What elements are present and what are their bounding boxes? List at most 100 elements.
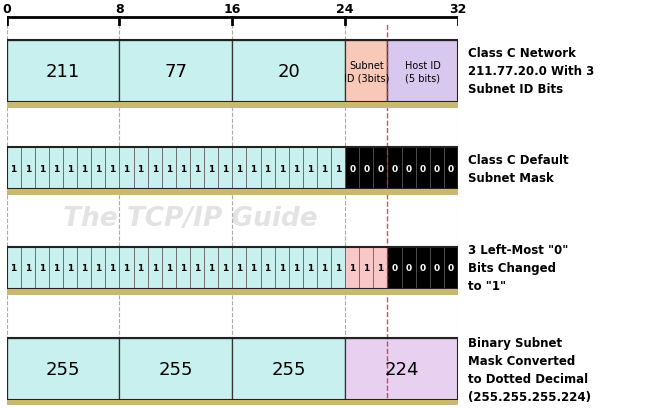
Text: 77: 77 bbox=[164, 63, 187, 81]
Bar bbox=[430, 247, 444, 289]
Text: 1: 1 bbox=[363, 263, 370, 272]
Text: Class C Default
Subnet Mask: Class C Default Subnet Mask bbox=[468, 153, 569, 184]
Text: 1: 1 bbox=[222, 263, 229, 272]
Text: 1: 1 bbox=[306, 263, 313, 272]
Bar bbox=[401, 247, 416, 289]
Bar bbox=[345, 41, 387, 102]
Bar bbox=[317, 148, 331, 190]
Text: 1: 1 bbox=[67, 164, 73, 173]
Text: 1: 1 bbox=[194, 263, 200, 272]
Text: 1: 1 bbox=[194, 164, 200, 173]
Text: 1: 1 bbox=[24, 164, 31, 173]
Text: 1: 1 bbox=[95, 263, 101, 272]
Text: 20: 20 bbox=[277, 63, 300, 81]
Text: 1: 1 bbox=[378, 263, 384, 272]
Bar bbox=[218, 148, 233, 190]
Text: 1: 1 bbox=[264, 164, 271, 173]
Text: 1: 1 bbox=[335, 164, 341, 173]
Bar bbox=[387, 148, 401, 190]
Text: 1: 1 bbox=[11, 263, 16, 272]
Bar bbox=[161, 148, 176, 190]
Text: 0: 0 bbox=[448, 164, 454, 173]
Bar bbox=[7, 339, 119, 400]
Bar bbox=[176, 148, 190, 190]
Bar bbox=[7, 289, 458, 295]
Text: 1: 1 bbox=[81, 164, 87, 173]
Bar bbox=[77, 247, 91, 289]
Bar bbox=[63, 247, 77, 289]
Text: Subnet
ID (3bits): Subnet ID (3bits) bbox=[343, 61, 389, 83]
Text: 1: 1 bbox=[165, 263, 172, 272]
Text: Binary Subnet
Mask Converted
to Dotted Decimal
(255.255.255.224): Binary Subnet Mask Converted to Dotted D… bbox=[468, 336, 591, 402]
Text: 0: 0 bbox=[420, 164, 426, 173]
Bar bbox=[303, 148, 317, 190]
Text: 1: 1 bbox=[321, 263, 327, 272]
Bar bbox=[401, 148, 416, 190]
Bar bbox=[105, 247, 119, 289]
Text: 1: 1 bbox=[138, 263, 144, 272]
Bar bbox=[7, 41, 458, 102]
Bar bbox=[7, 190, 458, 196]
Bar bbox=[374, 148, 387, 190]
Bar bbox=[190, 148, 204, 190]
Bar bbox=[345, 148, 359, 190]
Bar bbox=[444, 247, 458, 289]
Text: 1: 1 bbox=[39, 263, 45, 272]
Bar bbox=[275, 247, 289, 289]
Text: 1: 1 bbox=[109, 263, 115, 272]
Bar bbox=[77, 148, 91, 190]
Text: 0: 0 bbox=[391, 164, 397, 173]
Text: 1: 1 bbox=[152, 164, 158, 173]
Bar bbox=[148, 247, 161, 289]
Bar bbox=[233, 148, 246, 190]
Text: 0: 0 bbox=[434, 263, 440, 272]
Bar bbox=[233, 339, 345, 400]
Text: 1: 1 bbox=[24, 263, 31, 272]
Text: 0: 0 bbox=[2, 3, 11, 16]
Bar bbox=[7, 247, 458, 289]
Text: 0: 0 bbox=[363, 164, 370, 173]
Bar bbox=[105, 148, 119, 190]
Bar bbox=[303, 247, 317, 289]
Bar bbox=[260, 247, 275, 289]
Bar bbox=[134, 148, 148, 190]
Bar bbox=[246, 247, 260, 289]
Bar bbox=[49, 247, 63, 289]
Bar bbox=[204, 247, 218, 289]
Text: 1: 1 bbox=[152, 263, 158, 272]
Text: 255: 255 bbox=[272, 360, 306, 378]
Bar bbox=[7, 148, 20, 190]
Text: 255: 255 bbox=[45, 360, 80, 378]
Bar bbox=[190, 247, 204, 289]
Bar bbox=[119, 247, 134, 289]
Bar bbox=[7, 400, 458, 406]
Bar bbox=[204, 148, 218, 190]
Bar bbox=[119, 339, 233, 400]
Bar bbox=[345, 339, 458, 400]
Bar bbox=[331, 148, 345, 190]
Bar bbox=[35, 148, 49, 190]
Bar bbox=[275, 148, 289, 190]
Bar bbox=[387, 247, 401, 289]
Text: 1: 1 bbox=[11, 164, 16, 173]
Text: 1: 1 bbox=[236, 263, 243, 272]
Bar bbox=[374, 247, 387, 289]
Text: 1: 1 bbox=[222, 164, 229, 173]
Text: 1: 1 bbox=[165, 164, 172, 173]
Text: 1: 1 bbox=[250, 263, 256, 272]
Bar bbox=[416, 247, 430, 289]
Text: 1: 1 bbox=[264, 263, 271, 272]
Text: Host ID
(5 bits): Host ID (5 bits) bbox=[405, 61, 441, 83]
Text: 255: 255 bbox=[159, 360, 193, 378]
Text: 1: 1 bbox=[53, 164, 59, 173]
Text: 1: 1 bbox=[180, 263, 186, 272]
Text: 0: 0 bbox=[378, 164, 384, 173]
Bar bbox=[416, 148, 430, 190]
Bar bbox=[7, 339, 458, 400]
Text: 224: 224 bbox=[384, 360, 419, 378]
Text: 0: 0 bbox=[391, 263, 397, 272]
Bar bbox=[20, 148, 35, 190]
Bar bbox=[35, 247, 49, 289]
Text: 1: 1 bbox=[208, 164, 214, 173]
Bar bbox=[176, 247, 190, 289]
